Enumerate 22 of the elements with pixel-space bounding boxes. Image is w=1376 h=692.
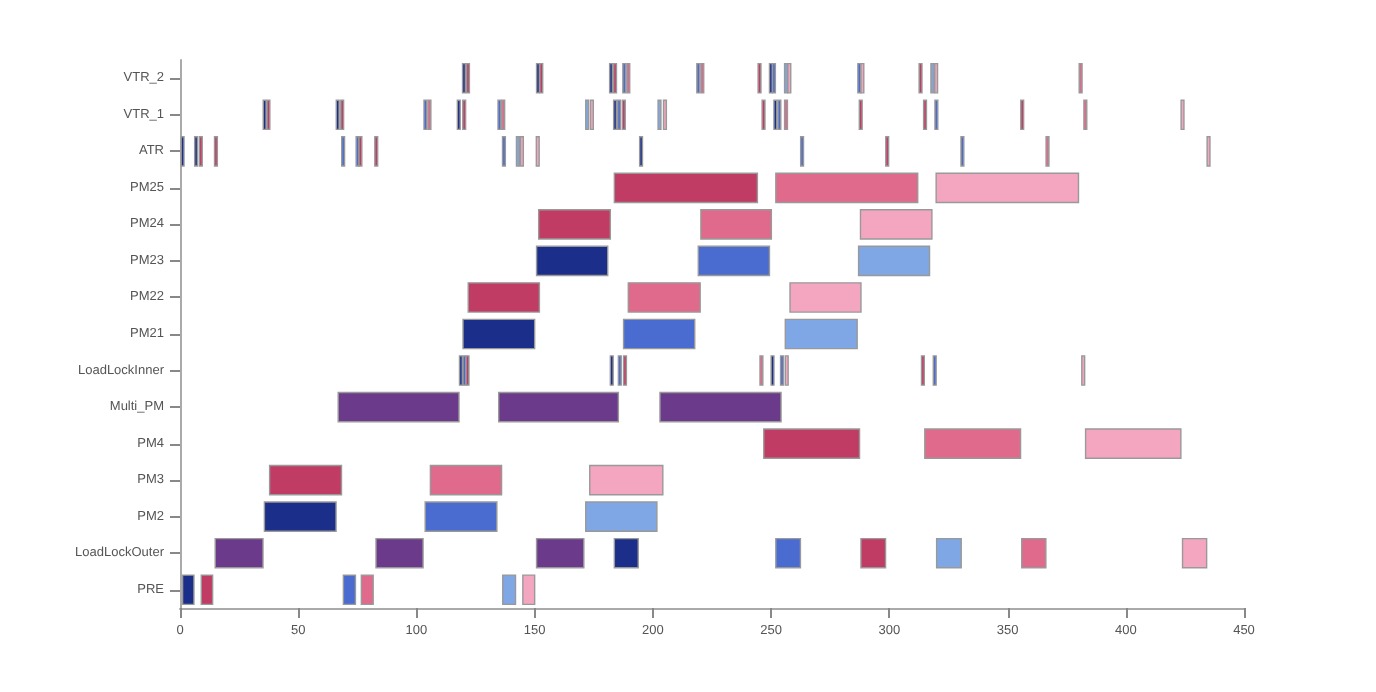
bar bbox=[859, 209, 933, 240]
bar bbox=[627, 282, 701, 313]
bar bbox=[924, 428, 1022, 459]
bar bbox=[860, 537, 887, 569]
bar bbox=[535, 245, 609, 277]
bar bbox=[535, 537, 585, 569]
bar bbox=[462, 318, 536, 350]
bar bbox=[1084, 428, 1182, 459]
bar bbox=[935, 172, 1080, 204]
bar bbox=[429, 464, 503, 496]
bar bbox=[337, 391, 460, 423]
bar bbox=[659, 391, 782, 423]
bar bbox=[789, 282, 862, 313]
bar bbox=[375, 537, 424, 569]
bar bbox=[589, 464, 664, 496]
bar bbox=[214, 537, 264, 569]
bar bbox=[181, 574, 195, 606]
bar bbox=[775, 537, 802, 569]
bar bbox=[263, 501, 337, 532]
bar bbox=[700, 209, 773, 240]
bar bbox=[498, 391, 620, 423]
bar bbox=[775, 172, 919, 204]
